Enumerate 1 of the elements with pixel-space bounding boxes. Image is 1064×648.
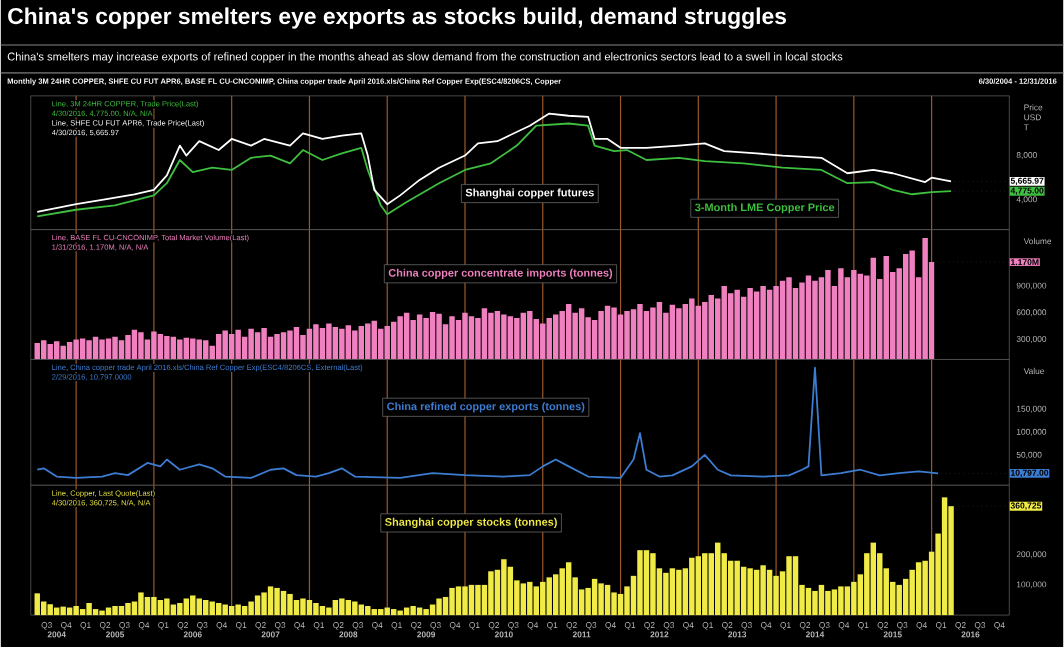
text: China's copper smelters eye exports as stocks build, demand struggles [8, 7, 787, 30]
